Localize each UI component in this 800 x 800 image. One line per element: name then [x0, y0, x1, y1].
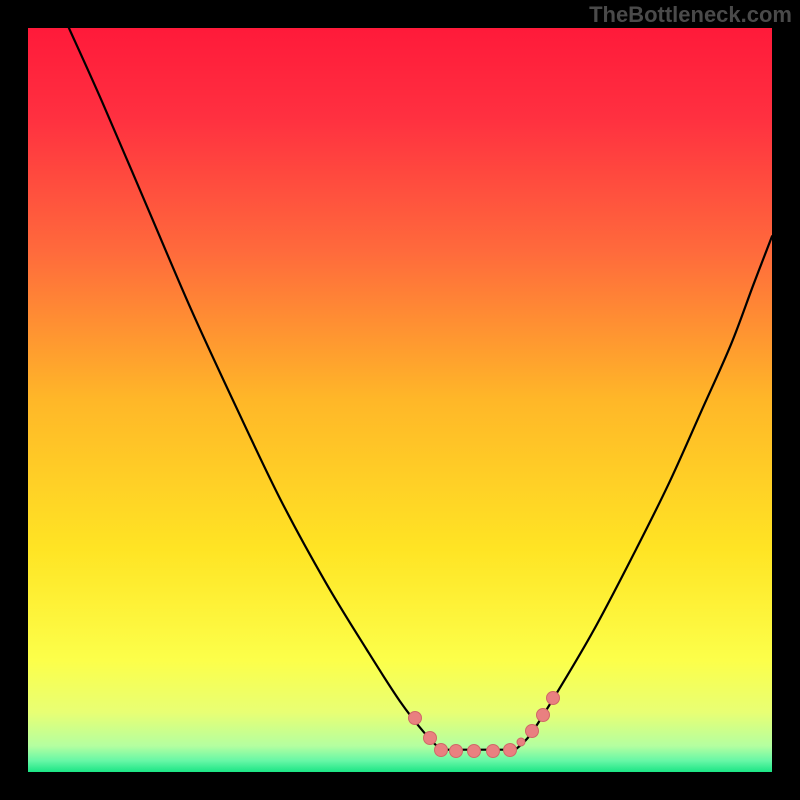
data-marker [408, 711, 422, 725]
data-marker [503, 743, 517, 757]
data-marker [434, 743, 448, 757]
data-marker [449, 744, 463, 758]
chart-stage: TheBottleneck.com [0, 0, 800, 800]
data-marker [423, 731, 437, 745]
plot-area [28, 28, 772, 772]
data-marker [536, 708, 550, 722]
curve-path [69, 28, 441, 750]
curve-path [515, 236, 772, 749]
data-marker [516, 738, 525, 747]
watermark-text: TheBottleneck.com [589, 2, 792, 28]
data-marker [525, 724, 539, 738]
data-marker [546, 691, 560, 705]
data-marker [467, 744, 481, 758]
data-marker [486, 744, 500, 758]
curves-svg [28, 28, 772, 772]
